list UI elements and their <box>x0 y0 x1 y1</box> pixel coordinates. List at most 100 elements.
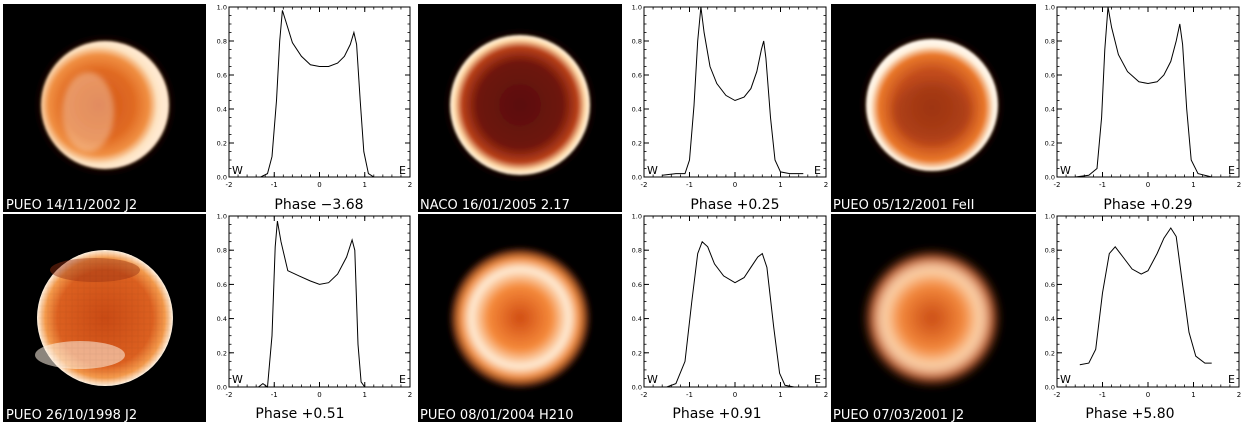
panel-3-profile: W E Phase +0.29 <box>1056 6 1240 213</box>
y-tick-label: 1.0 <box>1045 213 1055 221</box>
x-tick-label: 2 <box>1237 391 1241 399</box>
plot-area <box>643 215 827 388</box>
x-tick-label: 1 <box>1191 391 1195 399</box>
y-tick-label: 0.4 <box>217 106 227 114</box>
west-label: W <box>1060 373 1071 386</box>
panel-4-image: PUEO 26/10/1998 J2 <box>3 214 206 423</box>
x-tick-label: -2 <box>1054 391 1061 399</box>
panel-5-image: PUEO 08/01/2004 H210 <box>418 214 622 423</box>
x-tick-label: 1 <box>778 181 782 189</box>
east-label: E <box>399 373 406 386</box>
plot-area <box>228 6 411 178</box>
y-tick-label: 1.0 <box>632 4 642 12</box>
y-tick-label: 0.6 <box>1045 281 1055 289</box>
x-tick-label: -1 <box>1099 181 1106 189</box>
east-label: E <box>399 164 406 177</box>
x-tick-label: -2 <box>641 391 648 399</box>
x-tick-label: -1 <box>271 181 278 189</box>
y-tick-label: 0.2 <box>632 349 642 357</box>
x-tick-label: 1 <box>778 391 782 399</box>
x-tick-label: 2 <box>824 391 828 399</box>
x-tick-label: -2 <box>226 391 233 399</box>
panel-5-profile: W E Phase +0.91 <box>643 215 827 422</box>
y-tick-label: 0.4 <box>1045 106 1055 114</box>
plot-area <box>1056 6 1240 178</box>
west-label: W <box>232 373 243 386</box>
phase-label: Phase +0.29 <box>1103 197 1192 213</box>
x-tick-label: 0 <box>733 181 737 189</box>
y-tick-label: 0.2 <box>1045 349 1055 357</box>
y-tick-label: 1.0 <box>217 213 227 221</box>
x-tick-label: 1 <box>1191 181 1195 189</box>
y-tick-label: 1.0 <box>217 4 227 12</box>
y-tick-label: 0.8 <box>632 38 642 46</box>
y-tick-label: 0.6 <box>632 281 642 289</box>
profile-line <box>1075 6 1212 178</box>
east-label: E <box>814 373 821 386</box>
x-tick-label: -1 <box>271 391 278 399</box>
y-tick-label: 0.6 <box>217 281 227 289</box>
panel-1-profile: W E Phase −3.68 <box>228 6 411 213</box>
planet-disk <box>866 252 998 384</box>
phase-label: Phase +0.51 <box>255 406 344 422</box>
east-label: E <box>814 164 821 177</box>
y-tick-label: 0.8 <box>632 247 642 255</box>
x-tick-label: 0 <box>1146 181 1150 189</box>
panel-4-profile: W E Phase +0.51 <box>228 215 411 422</box>
image-label: PUEO 26/10/1998 J2 <box>6 408 137 423</box>
x-tick-label: -2 <box>641 181 648 189</box>
x-tick-label: 0 <box>317 181 321 189</box>
y-tick-label: 0.0 <box>217 174 227 182</box>
profile-line <box>1079 227 1212 366</box>
x-tick-label: 0 <box>733 391 737 399</box>
east-label: E <box>1228 164 1235 177</box>
x-tick-label: 2 <box>408 181 412 189</box>
image-label: NACO 16/01/2005 2.17 <box>420 198 570 213</box>
y-tick-label: 0.0 <box>1045 174 1055 182</box>
plot-area <box>228 215 411 388</box>
x-tick-label: -1 <box>1099 391 1106 399</box>
west-label: W <box>647 164 658 177</box>
y-tick-label: 0.6 <box>1045 72 1055 80</box>
phase-label: Phase +0.91 <box>672 406 761 422</box>
west-label: W <box>232 164 243 177</box>
profile-line <box>662 6 804 176</box>
west-label: W <box>1060 164 1071 177</box>
plot-area <box>643 6 827 178</box>
x-tick-label: 1 <box>363 181 367 189</box>
y-tick-label: 0.8 <box>217 247 227 255</box>
y-tick-label: 0.4 <box>632 106 642 114</box>
y-tick-label: 0.2 <box>632 140 642 148</box>
y-tick-label: 0.8 <box>1045 38 1055 46</box>
plot-area <box>1056 215 1240 388</box>
east-label: E <box>1228 373 1235 386</box>
y-tick-label: 0.0 <box>632 174 642 182</box>
panel-3-image: PUEO 05/12/2001 FeII <box>831 4 1036 213</box>
panel-2-image: NACO 16/01/2005 2.17 <box>418 4 622 213</box>
x-tick-label: 0 <box>1146 391 1150 399</box>
x-tick-label: 2 <box>408 391 412 399</box>
panel-1-image: PUEO 14/11/2002 J2 <box>3 4 206 213</box>
y-tick-label: 1.0 <box>632 213 642 221</box>
profile-line <box>247 221 383 388</box>
image-label: PUEO 07/03/2001 J2 <box>833 408 964 423</box>
x-tick-label: -2 <box>1054 181 1061 189</box>
axes-layer: -2 -1 0 1 2 0.0 0.2 0.4 0.6 0.8 1.0 -2 -1 0 1 2 0.0 0.2 0.… <box>217 4 1242 400</box>
x-tick-label: -1 <box>686 181 693 189</box>
y-tick-label: 0.4 <box>217 315 227 323</box>
x-tick-label: -1 <box>686 391 693 399</box>
image-label: PUEO 05/12/2001 FeII <box>833 198 974 213</box>
y-tick-label: 0.4 <box>632 315 642 323</box>
y-tick-label: 0.2 <box>1045 140 1055 148</box>
profile-line <box>233 10 406 178</box>
y-tick-label: 0.8 <box>1045 247 1055 255</box>
planet-disk <box>450 248 590 388</box>
image-label: PUEO 14/11/2002 J2 <box>6 198 137 213</box>
image-label: PUEO 08/01/2004 H210 <box>420 408 574 423</box>
phase-label: Phase +5.80 <box>1085 406 1174 422</box>
y-tick-label: 0.2 <box>217 140 227 148</box>
y-tick-label: 0.2 <box>217 349 227 357</box>
x-tick-label: 2 <box>1237 181 1241 189</box>
y-tick-label: 0.6 <box>217 72 227 80</box>
